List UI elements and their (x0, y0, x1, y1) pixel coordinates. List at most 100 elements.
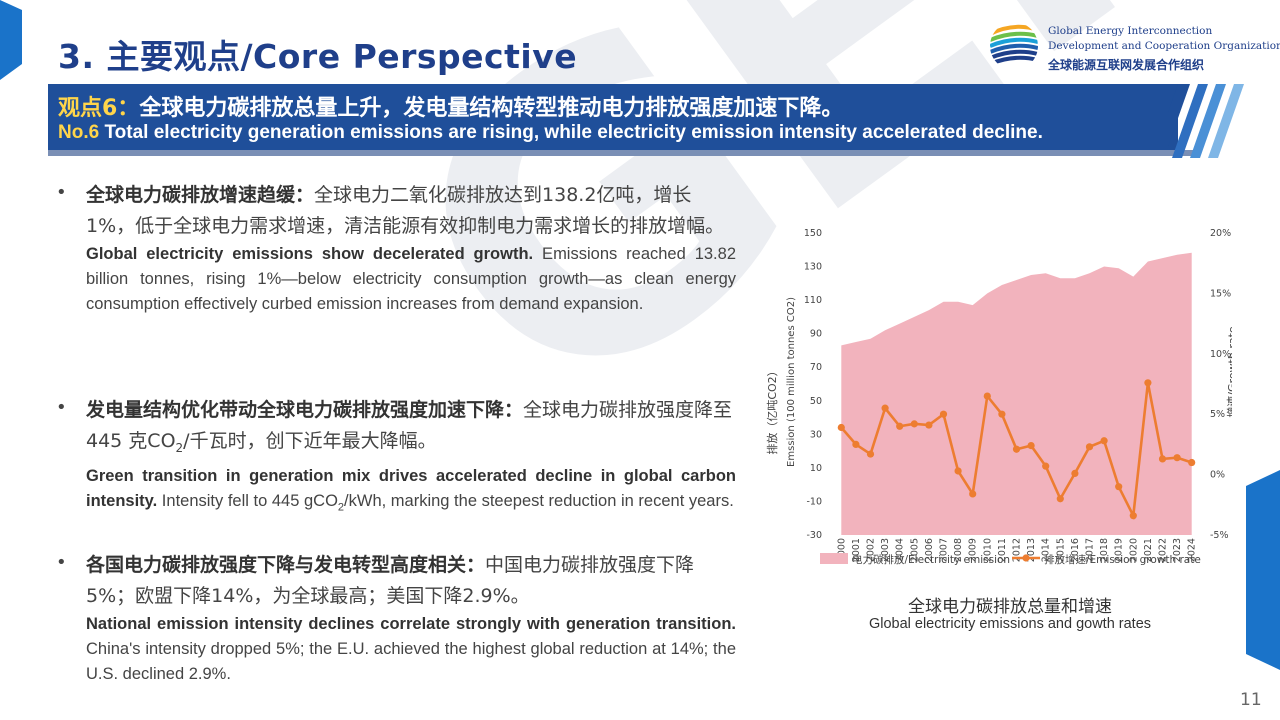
bullet-intensity-decline: • 发电量结构优化带动全球电力碳排放强度加速下降：全球电力碳排放强度降至445 … (56, 395, 736, 520)
x-tick-label: 2003 (880, 538, 891, 562)
bullet-body-en-a: Intensity fell to 445 gCO (157, 491, 338, 510)
banner-title-en: No.6 Total electricity generation emissi… (58, 122, 1043, 144)
bullet-body-cn-b: /千瓦时，创下近年最大降幅。 (183, 430, 437, 452)
y-left-tick-label: 10 (810, 463, 822, 474)
legend-swatch-area (820, 553, 848, 564)
x-tick-label: 2005 (909, 538, 920, 562)
y-left-tick-label: -30 (806, 530, 822, 541)
org-name-en-line2: Development and Cooperation Organization (1048, 40, 1280, 52)
bullet-text-en: Green transition in generation mix drive… (86, 464, 736, 520)
bullet-body-en-b: /kWh, marking the steepest reduction in … (344, 491, 734, 510)
bullet-heading-en: National emission intensity declines cor… (86, 615, 736, 633)
y-right-tick-label: 15% (1210, 288, 1231, 299)
co2-subscript: 2 (337, 501, 345, 514)
x-tick-label: 2020 (1128, 538, 1139, 562)
y-left-tick-label: 30 (810, 429, 822, 440)
growth-rate-point (837, 423, 845, 432)
x-tick-label: 2010 (982, 538, 993, 562)
y-left-tick-label: 90 (810, 329, 822, 340)
legend-swatch-marker (1022, 554, 1030, 562)
x-tick-label: 2002 (866, 538, 877, 562)
perspective-banner: 观点6：全球电力碳排放总量上升，发电量结构转型推动电力排放强度加速下降。 No.… (48, 84, 1244, 158)
bullet-body-cn: 中国电力碳排放强度下降5%；欧盟下降14%，为全球最高；美国下降2.9%。 (86, 554, 695, 607)
y-left-tick-label: -10 (806, 496, 822, 507)
bullet-text-en: National emission intensity declines cor… (86, 612, 736, 687)
growth-rate-point (1173, 454, 1181, 462)
page-title: 3. 主要观点/Core Perspective (58, 37, 578, 76)
y-left-axis-label: 排放（亿吨CO2） (765, 365, 779, 454)
growth-rate-point (1085, 443, 1094, 451)
x-tick-label: 2022 (1158, 538, 1169, 562)
growth-rate-point (1027, 442, 1035, 450)
bullet-body-cn-a: 全球电力碳排放强度降至445 克CO (86, 399, 733, 452)
bullet-emission-growth: • 全球电力碳排放增速趋缓：全球电力二氧化碳排放达到138.2亿吨，增长1%，低… (56, 180, 736, 317)
growth-rate-point (998, 410, 1006, 418)
x-tick-label: 2024 (1187, 538, 1198, 562)
growth-rate-point (910, 420, 918, 428)
x-tick-label: 2008 (953, 538, 964, 562)
co2-subscript: 2 (175, 440, 184, 455)
growth-rate-point (1042, 462, 1050, 470)
x-tick-label: 2009 (968, 538, 979, 562)
y-left-tick-label: 110 (804, 295, 822, 306)
y-right-tick-label: -5% (1210, 530, 1229, 541)
x-tick-label: 2001 (851, 538, 862, 562)
growth-rate-point (1100, 437, 1108, 445)
growth-rate-point (925, 421, 933, 429)
org-name-en: Global Energy Interconnection Developmen… (1048, 24, 1280, 54)
banner-title-cn: 观点6：全球电力碳排放总量上升，发电量结构转型推动电力排放强度加速下降。 (58, 90, 843, 122)
banner-text-en: Total electricity generation emissions a… (99, 122, 1043, 143)
y-left-tick-label: 130 (804, 262, 822, 273)
bullet-body-cn: 全球电力二氧化碳排放达到138.2亿吨，增长1%，低于全球电力需求增速，清洁能源… (86, 184, 725, 237)
x-tick-label: 2011 (997, 538, 1008, 562)
x-tick-label: 2015 (1055, 538, 1066, 562)
x-tick-label: 2006 (924, 538, 935, 562)
y-left-tick-label: 50 (810, 396, 822, 407)
x-tick-label: 2013 (1026, 538, 1037, 562)
y-right-tick-label: 10% (1210, 349, 1231, 360)
bullet-dot: • (56, 182, 67, 203)
bullet-heading-en: Green transition in generation mix drive… (86, 466, 736, 510)
y-right-tick-label: 20% (1210, 228, 1231, 239)
x-tick-label: 2000 (836, 538, 847, 562)
growth-rate-point (1144, 379, 1152, 387)
growth-rate-point (1071, 469, 1079, 477)
x-tick-label: 2007 (939, 538, 950, 562)
bullet-text-cn: 全球电力碳排放增速趋缓：全球电力二氧化碳排放达到138.2亿吨，增长1%，低于全… (86, 180, 736, 242)
growth-rate-point (1115, 483, 1123, 491)
org-name-en-line1: Global Energy Interconnection (1048, 25, 1213, 37)
page-number: 11 (1240, 690, 1262, 710)
growth-rate-point (1188, 458, 1196, 467)
legend-label-growth: 排放增速/Emission growth rate (1044, 553, 1201, 566)
x-tick-label: 2021 (1143, 538, 1154, 562)
bullet-body-en: China's intensity dropped 5%; the E.U. a… (86, 640, 736, 683)
banner-label-cn: 观点6： (58, 96, 140, 121)
bullet-text-cn: 发电量结构优化带动全球电力碳排放强度加速下降：全球电力碳排放强度降至445 克C… (86, 395, 736, 464)
bullet-heading-cn: 全球电力碳排放增速趋缓： (86, 184, 315, 206)
y-right-tick-label: 0% (1210, 470, 1225, 481)
growth-rate-point (1056, 495, 1064, 503)
bullet-heading-cn: 发电量结构优化带动全球电力碳排放强度加速下降： (86, 399, 524, 421)
bullet-body-en: Emissions reached 13.82 billion tonnes, … (86, 245, 736, 313)
banner-stripes-decoration (1168, 84, 1244, 158)
y-right-tick-label: 5% (1210, 409, 1225, 420)
bullet-heading-en: Global electricity emissions show decele… (86, 245, 534, 263)
bullet-national-correlation: • 各国电力碳排放强度下降与发电转型高度相关：中国电力碳排放强度下降5%；欧盟下… (56, 550, 736, 687)
y-left-axis-label-en: Emssion (100 million tonnes CO2) (786, 297, 797, 467)
chart-title-en: Global electricity emissions and gowth r… (868, 616, 1152, 632)
y-left-tick-label: 150 (804, 228, 822, 239)
growth-rate-point (1158, 455, 1167, 463)
growth-rate-point (1129, 512, 1137, 520)
growth-rate-point (1012, 445, 1021, 453)
banner-underline (48, 150, 1198, 156)
growth-rate-point (939, 410, 948, 418)
bullet-heading-cn: 各国电力碳排放强度下降与发电转型高度相关： (86, 554, 486, 576)
bullet-dot: • (56, 397, 67, 418)
bullet-text-en: Global electricity emissions show decele… (86, 242, 736, 317)
emission-area (841, 252, 1192, 535)
legend-label-emission: 电力碳排放/Electricity emission (852, 553, 1010, 566)
geidco-logo-icon (990, 22, 1038, 70)
bullet-text-cn: 各国电力碳排放强度下降与发电转型高度相关：中国电力碳排放强度下降5%；欧盟下降1… (86, 550, 736, 612)
growth-rate-point (866, 450, 875, 458)
y-left-tick-label: 70 (810, 362, 822, 373)
